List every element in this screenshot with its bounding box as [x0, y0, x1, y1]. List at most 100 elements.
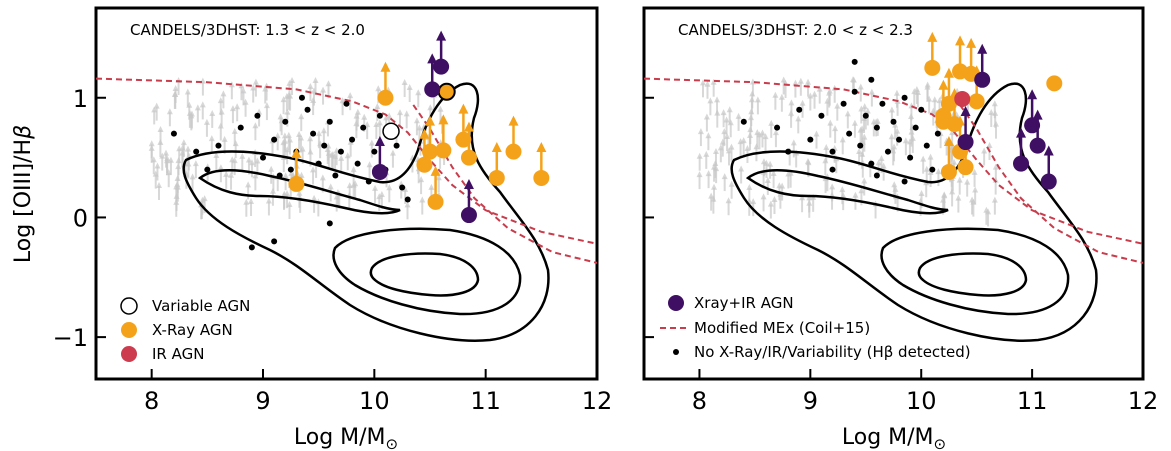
no-x-ray-ir-variability-h-detected-point [857, 142, 864, 149]
background-arrow-head [347, 92, 354, 99]
background-arrow-head [756, 131, 763, 138]
background-arrow-head [189, 173, 196, 180]
background-arrow-head [888, 133, 895, 140]
background-arrow-head [250, 84, 257, 91]
no-x-ray-ir-variability-h-detected-point [354, 160, 361, 167]
contour-inner [369, 252, 480, 297]
no-x-ray-ir-variability-h-detected-point [918, 106, 925, 113]
x-ray-agn-variable-point [437, 82, 456, 101]
background-arrow-head [344, 152, 351, 159]
background-arrow-head [338, 154, 345, 161]
background-arrow-head [778, 93, 785, 100]
legend-ir-agn-marker [121, 346, 137, 362]
background-arrow-head [396, 109, 403, 116]
legend-ir-agn-label: IR AGN [152, 345, 204, 363]
legend-detected-label: No X-Ray/IR/Variability (Hβ detected) [694, 343, 971, 361]
xray-ir-agn-point [1024, 117, 1041, 134]
background-arrow-head [991, 100, 998, 107]
background-arrow-head [726, 106, 733, 113]
background-arrow-head [827, 119, 834, 126]
background-arrow-head [288, 169, 295, 176]
background-arrow-head [868, 88, 875, 95]
x-ray-agn-limit-arrowhead [380, 61, 391, 72]
no-x-ray-ir-variability-h-detected-point [248, 244, 255, 251]
background-arrow-head [941, 191, 948, 198]
background-arrow-head [911, 88, 918, 95]
no-x-ray-ir-variability-h-detected-point [376, 112, 383, 119]
background-arrow-head [328, 151, 335, 158]
background-arrow-head [307, 135, 314, 142]
background-arrow-head [415, 89, 422, 96]
background-arrow-head [707, 97, 714, 104]
background-arrow-head [239, 152, 246, 159]
background-arrow-head [740, 137, 747, 144]
background-arrow-head [403, 110, 410, 117]
background-arrow-head [711, 183, 718, 190]
y-axis-label: Log [OIII]/Hβ [11, 125, 36, 263]
mex-curve-0 [644, 77, 1143, 245]
background-arrow-head [805, 159, 812, 166]
background-arrow-head [992, 163, 999, 170]
background-arrow-head [203, 118, 210, 125]
background-arrow-head [705, 132, 712, 139]
background-arrow-head [419, 196, 426, 203]
background-arrow-head [199, 101, 206, 108]
background-arrow-head [936, 97, 943, 104]
background-arrow-head [728, 143, 735, 150]
x-ray-agn-point [968, 93, 985, 110]
background-arrow-head [284, 146, 291, 153]
x-ray-agn-limit-arrowhead [463, 121, 474, 132]
x-tick-label: 11 [1017, 387, 1048, 415]
background-arrow-head [157, 139, 164, 146]
xray-ir-agn-limit-arrowhead [1043, 145, 1054, 156]
background-arrow-head [375, 85, 382, 92]
background-arrow-head [437, 105, 444, 112]
x-ray-agn-point [422, 143, 438, 160]
background-arrow-head [772, 91, 779, 98]
background-arrow-head [972, 186, 979, 193]
background-arrow-head [361, 113, 368, 120]
background-arrow-head [386, 184, 393, 191]
background-arrow-head [779, 182, 786, 189]
x-tick-label: 12 [582, 387, 613, 415]
background-arrow-head [427, 104, 434, 111]
panel-right-x-axis-label: Log M/M⊙ [842, 425, 946, 451]
background-arrow-head [721, 128, 728, 135]
contour-middle-left [745, 169, 949, 215]
background-arrow-head [228, 171, 235, 178]
background-arrow-head [218, 108, 225, 115]
x-ray-agn-limit-arrowhead [955, 35, 966, 46]
background-arrow-head [760, 158, 767, 165]
background-arrow-head [435, 174, 442, 181]
xray-ir-agn-point [1013, 155, 1030, 172]
no-x-ray-ir-variability-h-detected-point [884, 148, 891, 155]
background-arrow-head [970, 198, 977, 205]
background-arrow-head [920, 155, 927, 162]
background-arrow-head [971, 168, 978, 175]
background-arrow-head [991, 196, 998, 203]
no-x-ray-ir-variability-h-detected-point [873, 124, 880, 131]
no-x-ray-ir-variability-h-detected-point [282, 118, 289, 125]
background-arrow-head [172, 85, 179, 92]
panel-left-x-axis-label-sub: ⊙ [386, 435, 399, 451]
x-tick-label: 12 [1128, 387, 1159, 415]
background-arrow-head [864, 107, 871, 114]
background-arrow-head [372, 184, 379, 191]
background-arrow-head [861, 177, 868, 184]
background-arrow-head [714, 96, 721, 103]
background-arrow-head [320, 127, 327, 134]
no-x-ray-ir-variability-h-detected-point [304, 106, 311, 113]
contour-middle-left [197, 169, 401, 215]
contour-inner [917, 252, 1028, 297]
background-arrow-head [785, 170, 792, 177]
background-arrow-head [770, 170, 777, 177]
legend-detected-marker [673, 349, 679, 355]
background-arrow-head [759, 129, 766, 136]
no-x-ray-ir-variability-h-detected-point [260, 154, 266, 161]
x-ray-agn-limit-arrowhead [425, 115, 435, 126]
background-arrow-head [153, 102, 160, 109]
x-ray-agn-limit-arrowhead [438, 114, 449, 125]
background-arrow-head [712, 148, 719, 155]
background-arrow-head [354, 108, 361, 115]
background-arrow-head [333, 193, 340, 200]
